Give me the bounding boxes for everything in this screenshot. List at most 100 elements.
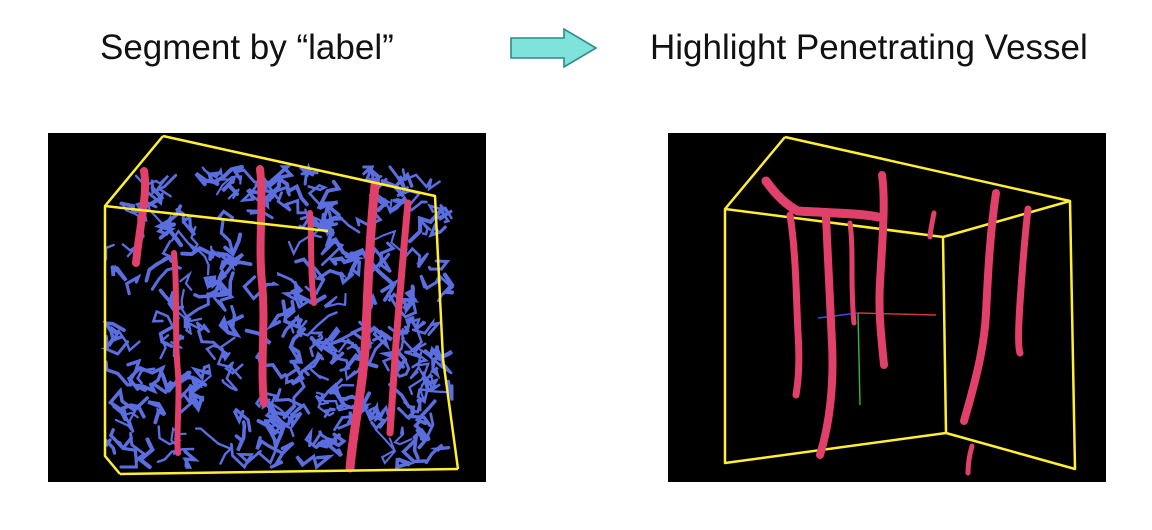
capillary-segment	[441, 272, 455, 295]
capillary-segment	[137, 437, 155, 470]
capillary-segment	[380, 278, 400, 302]
capillary-segment	[430, 366, 441, 380]
capillary-segment	[158, 324, 175, 348]
capillary-segment	[159, 334, 170, 360]
capillary-segment	[314, 433, 341, 450]
capillary-segment	[188, 384, 205, 413]
capillary-segment	[185, 321, 211, 335]
capillary-segment	[107, 386, 149, 422]
capillary-segment	[329, 331, 356, 346]
capillary-segment	[304, 208, 324, 235]
capillary-segment	[314, 268, 354, 286]
capillary-segment	[136, 367, 156, 385]
bounding-box-left	[103, 134, 460, 476]
capillary-segment	[246, 209, 274, 220]
capillary-segment	[431, 358, 453, 375]
segment-by-label-caption: Segment by “label”	[100, 28, 394, 67]
capillary-segment	[395, 457, 416, 470]
capillary-segment	[412, 427, 431, 442]
penetrating-vessels-right	[761, 171, 1032, 476]
capillary-segment	[374, 194, 390, 213]
capillary-segment	[350, 343, 363, 356]
capillary-segment	[129, 364, 168, 394]
capillary-segment	[312, 326, 341, 345]
capillary-segment	[427, 203, 451, 224]
capillary-segment	[314, 394, 352, 412]
capillary-segment	[293, 280, 303, 305]
capillary-segment	[255, 436, 283, 455]
capillary-segment	[194, 427, 233, 465]
penetrating-vessel-render	[668, 133, 1106, 482]
capillary-segment	[347, 260, 362, 278]
capillary-segment	[323, 293, 347, 309]
capillary-segment	[310, 368, 329, 381]
capillary-segment	[328, 254, 365, 266]
capillary-segment	[269, 441, 295, 469]
capillary-segment	[401, 434, 427, 464]
capillary-segment	[205, 336, 236, 361]
capillary-segment	[368, 292, 378, 310]
capillary-segment	[158, 288, 185, 312]
capillary-segment	[387, 292, 418, 315]
capillary-segment	[401, 168, 441, 192]
capillary-segment	[288, 327, 307, 364]
capillary-segment	[190, 376, 208, 394]
capillary-segment	[226, 253, 253, 267]
capillary-segment	[258, 174, 282, 211]
capillary-segment	[234, 420, 247, 452]
capillary-segment	[387, 293, 418, 319]
capillary-segment	[428, 222, 447, 238]
capillary-segment	[299, 162, 315, 178]
capillary-segment	[150, 173, 178, 195]
capillary-segment	[320, 240, 345, 266]
capillary-segment	[104, 360, 134, 387]
capillary-segment	[150, 265, 182, 291]
segmented-volume-render	[48, 133, 486, 482]
capillary-segment	[370, 401, 387, 431]
capillary-segment	[281, 314, 303, 338]
capillary-segment	[254, 391, 278, 415]
capillary-segment	[309, 336, 340, 353]
capillary-segment	[180, 245, 213, 261]
capillary-segment	[124, 273, 142, 296]
capillary-segment	[301, 350, 324, 377]
capillary-segment	[409, 351, 430, 380]
capillary-segment	[255, 351, 287, 380]
capillary-segment	[328, 432, 347, 458]
capillary-segment	[223, 232, 243, 258]
capillary-segment	[423, 345, 454, 362]
capillary-segment	[388, 382, 432, 427]
capillary-segment	[424, 443, 451, 465]
capillary-segment	[276, 191, 307, 215]
capillary-segment	[400, 246, 429, 269]
segmented-volume-svg	[100, 134, 460, 476]
capillary-segment	[388, 165, 407, 191]
capillary-segment	[447, 379, 454, 401]
capillary-segment	[156, 447, 195, 464]
capillary-segment	[427, 259, 451, 271]
capillary-segment	[380, 171, 414, 198]
capillary-segment	[317, 179, 342, 206]
capillary-segment	[333, 385, 372, 405]
highlight-penetrating-vessel-caption: Highlight Penetrating Vessel	[650, 28, 1088, 67]
capillary-segment	[177, 370, 196, 385]
capillary-segment	[121, 243, 138, 258]
capillary-segment	[196, 327, 230, 359]
capillary-segment	[227, 188, 240, 200]
capillary-segment	[374, 428, 397, 465]
capillary-segment	[232, 407, 252, 433]
capillary-segment	[231, 167, 268, 185]
capillary-segment	[404, 328, 427, 359]
capillary-segment	[267, 404, 287, 449]
capillary-segment	[285, 346, 301, 385]
capillary-segment	[215, 175, 243, 196]
capillary-segment	[333, 411, 354, 432]
capillary-segment	[112, 405, 135, 433]
capillary-segment	[410, 200, 428, 212]
capillary-segment	[182, 449, 200, 469]
capillary-segment	[265, 299, 296, 331]
capillary-segment	[170, 229, 210, 276]
capillary-segment	[310, 331, 324, 339]
capillary-segment	[179, 270, 193, 291]
capillary-segment	[218, 314, 244, 339]
